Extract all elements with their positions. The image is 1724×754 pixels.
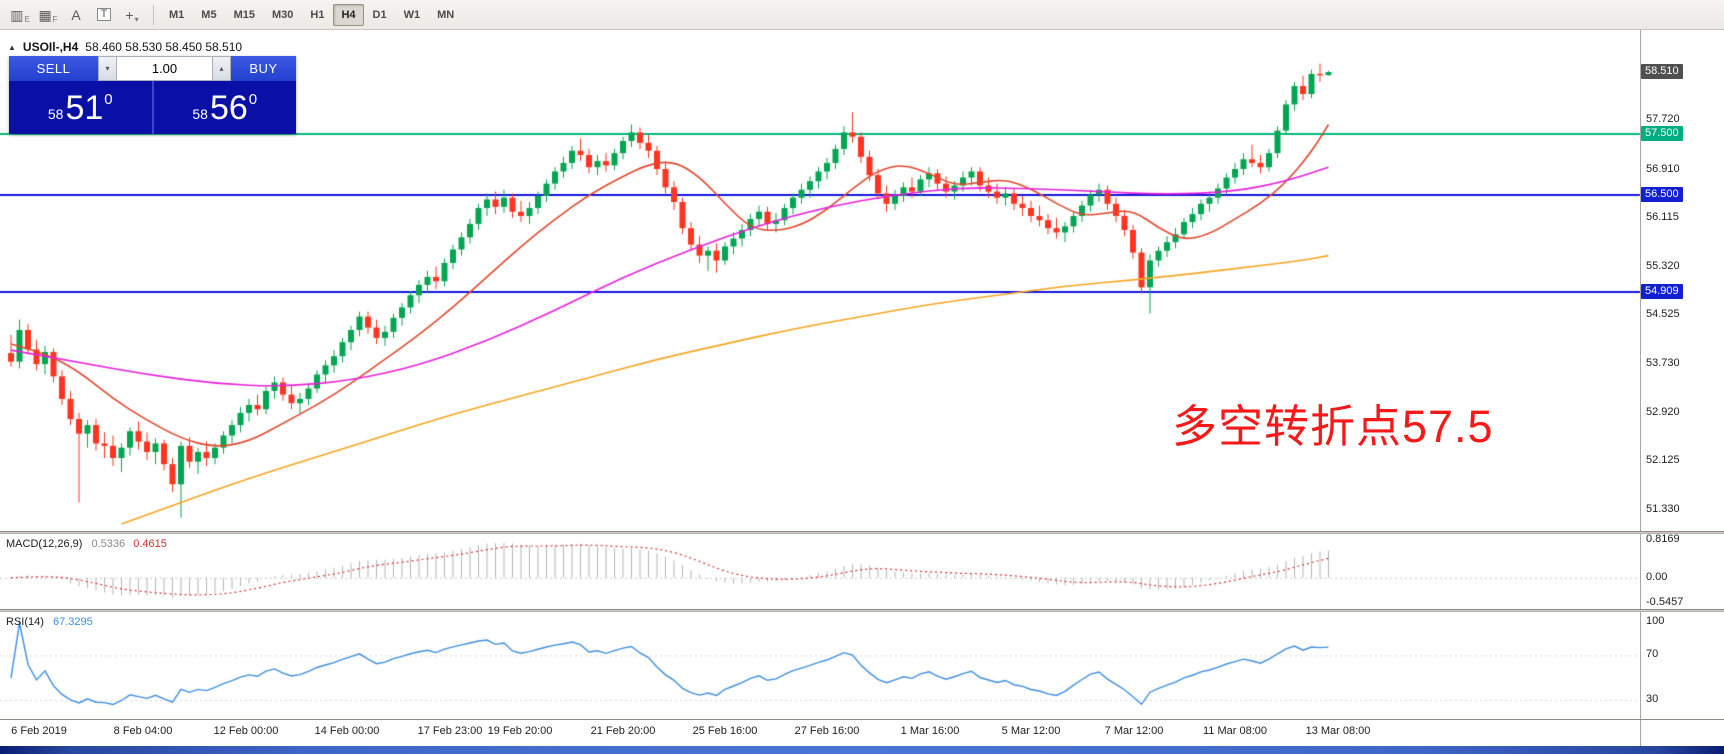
one-click-trading-panel: SELL ▾ 1.00 ▴ BUY 58 51 0 58 56 0 bbox=[9, 56, 296, 134]
macd-label: MACD(12,26,9) 0.5336 0.4615 bbox=[6, 538, 167, 550]
bar-chart-icon[interactable]: ▥ E bbox=[10, 6, 30, 24]
time-axis-label: 12 Feb 00:00 bbox=[213, 725, 279, 737]
sell-button[interactable]: SELL bbox=[9, 56, 98, 81]
sell-price-prefix: 58 bbox=[47, 105, 64, 122]
buy-price-pip: 0 bbox=[248, 91, 258, 108]
rsi-name: RSI(14) bbox=[6, 616, 44, 628]
buy-price-prefix: 58 bbox=[192, 105, 208, 122]
buy-price-display[interactable]: 58 56 0 bbox=[151, 81, 297, 134]
buy-button[interactable]: BUY bbox=[231, 56, 296, 81]
time-axis-label: 7 Mar 12:00 bbox=[1104, 725, 1164, 737]
timeframe-d1[interactable]: D1 bbox=[372, 8, 387, 21]
price-axis-label: 54.525 bbox=[1646, 308, 1680, 321]
time-axis-label: 17 Feb 23:00 bbox=[417, 725, 483, 737]
price-axis-badge: 58.510 bbox=[1641, 64, 1683, 80]
text-annotation-icon[interactable]: A bbox=[71, 6, 81, 23]
price-axis-badge: 57.500 bbox=[1641, 125, 1683, 141]
time-axis-label: 6 Feb 2019 bbox=[11, 725, 67, 737]
price-axis-label: 56.910 bbox=[1646, 162, 1680, 175]
buy-price-main: 56 bbox=[209, 88, 248, 127]
macd-panel-divider[interactable] bbox=[0, 531, 1724, 534]
sell-price-display[interactable]: 58 51 0 bbox=[9, 81, 152, 134]
timeframe-m1[interactable]: M1 bbox=[169, 8, 185, 21]
time-axis-separator bbox=[0, 719, 1724, 720]
time-axis-label: 19 Feb 20:00 bbox=[487, 725, 553, 737]
sell-price-pip: 0 bbox=[104, 91, 113, 108]
timeframe-h4[interactable]: H4 bbox=[333, 3, 364, 26]
symbol-period-label: USOIl-,H4 bbox=[22, 40, 79, 54]
price-axis-label: 52.920 bbox=[1646, 405, 1680, 418]
volume-up-button[interactable]: ▴ bbox=[212, 56, 231, 81]
annotation-text: 多空转折点57.5 bbox=[1172, 401, 1494, 452]
rsi-value: 67.3295 bbox=[52, 616, 93, 628]
macd-axis-label: -0.5457 bbox=[1646, 596, 1684, 609]
price-axis-label: 55.320 bbox=[1646, 259, 1680, 272]
drawing-tools-group: ▥ E ▦ F A T + ▾ bbox=[6, 3, 146, 27]
toolbar: ▥ E ▦ F A T + ▾ M1 M5 M15 M30 H1 H4 D1 W1 MN bbox=[0, 0, 1724, 30]
time-axis-label: 1 Mar 16:00 bbox=[900, 725, 960, 737]
time-axis-label: 13 Mar 08:00 bbox=[1305, 725, 1371, 737]
crosshair-icon[interactable]: + ▾ bbox=[125, 6, 139, 24]
timeframe-mn[interactable]: MN bbox=[437, 8, 455, 21]
price-axis-label: 57.720 bbox=[1646, 113, 1680, 126]
time-axis-label: 5 Mar 12:00 bbox=[1001, 725, 1061, 737]
macd-axis-label: 0.00 bbox=[1646, 570, 1668, 583]
timeframe-group: M1 M5 M15 M30 H1 H4 D1 W1 MN bbox=[161, 3, 462, 26]
price-axis-label: 56.115 bbox=[1646, 211, 1679, 224]
symbol-quote-line: ▲ USOIl-,H4 58.460 58.530 58.450 58.510 bbox=[8, 40, 242, 54]
timeframe-m30[interactable]: M30 bbox=[271, 8, 294, 21]
rsi-axis-label: 30 bbox=[1646, 693, 1659, 706]
time-axis-label: 8 Feb 04:00 bbox=[113, 725, 173, 737]
time-axis-label: 11 Mar 08:00 bbox=[1202, 725, 1268, 737]
macd-signal-value: 0.4615 bbox=[133, 538, 167, 550]
price-axis-badge: 54.909 bbox=[1641, 283, 1683, 299]
volume-input[interactable]: 1.00 bbox=[117, 56, 212, 81]
ohlc-quote-label: 58.460 58.530 58.450 58.510 bbox=[85, 40, 243, 54]
time-axis-label: 25 Feb 16:00 bbox=[692, 725, 758, 737]
textbox-icon[interactable]: T bbox=[90, 3, 118, 27]
toolbar-separator bbox=[153, 4, 154, 25]
rsi-label: RSI(14) 67.3295 bbox=[6, 616, 93, 628]
time-axis-label: 21 Feb 20:00 bbox=[590, 725, 656, 737]
price-axis[interactable]: 57.720 56.910 56.115 55.320 54.525 53.730 52.9… bbox=[1640, 30, 1724, 746]
grid-icon[interactable]: ▦ F bbox=[38, 6, 58, 24]
time-axis-label: 14 Feb 00:00 bbox=[314, 725, 380, 737]
price-axis-label: 53.730 bbox=[1646, 356, 1680, 369]
volume-down-button[interactable]: ▾ bbox=[98, 56, 117, 81]
macd-name: MACD(12,26,9) bbox=[6, 538, 83, 550]
macd-axis-label: 0.8169 bbox=[1646, 532, 1680, 545]
bottom-scrollbar[interactable] bbox=[0, 746, 1724, 754]
timeframe-m15[interactable]: M15 bbox=[233, 8, 255, 21]
sell-price-main: 51 bbox=[65, 88, 104, 127]
time-axis-label: 27 Feb 16:00 bbox=[794, 725, 860, 737]
timeframe-m5[interactable]: M5 bbox=[201, 8, 217, 21]
time-axis[interactable]: 6 Feb 2019 8 Feb 04:00 12 Feb 00:00 14 Feb … bbox=[0, 720, 1640, 746]
macd-main-value: 0.5336 bbox=[91, 538, 126, 550]
collapse-panel-icon[interactable]: ▲ bbox=[8, 42, 16, 52]
price-axis-label: 51.330 bbox=[1646, 502, 1680, 515]
rsi-panel-divider[interactable] bbox=[0, 609, 1724, 612]
timeframe-w1[interactable]: W1 bbox=[403, 8, 421, 21]
rsi-axis-label: 70 bbox=[1646, 648, 1659, 661]
price-axis-badge: 56.500 bbox=[1641, 186, 1683, 202]
price-axis-label: 52.125 bbox=[1646, 454, 1680, 467]
rsi-axis-label: 100 bbox=[1646, 614, 1665, 627]
price-axis-border bbox=[1640, 30, 1641, 746]
timeframe-h1[interactable]: H1 bbox=[310, 8, 325, 21]
